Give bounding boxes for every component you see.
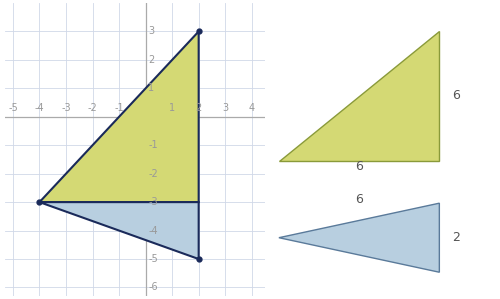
Text: -1: -1 — [148, 140, 158, 150]
Text: 2: 2 — [452, 231, 460, 244]
Polygon shape — [40, 31, 198, 202]
Text: 3: 3 — [222, 103, 228, 112]
Text: 2: 2 — [148, 55, 154, 65]
Polygon shape — [279, 203, 440, 272]
Text: -4: -4 — [34, 103, 44, 112]
Text: -2: -2 — [88, 103, 98, 112]
Text: -3: -3 — [148, 197, 158, 207]
Text: -1: -1 — [114, 103, 124, 112]
Polygon shape — [40, 202, 198, 259]
Text: -5: -5 — [8, 103, 18, 112]
Text: 1: 1 — [148, 83, 154, 93]
Text: 6: 6 — [355, 161, 363, 173]
Text: 1: 1 — [169, 103, 175, 112]
Text: -2: -2 — [148, 169, 158, 179]
Text: 6: 6 — [355, 193, 363, 206]
Text: -4: -4 — [148, 225, 158, 236]
Text: -3: -3 — [61, 103, 71, 112]
Text: 3: 3 — [148, 26, 154, 36]
Text: 2: 2 — [196, 103, 202, 112]
Polygon shape — [279, 31, 440, 161]
Text: 6: 6 — [452, 89, 460, 102]
Text: -6: -6 — [148, 283, 158, 292]
Text: 4: 4 — [248, 103, 255, 112]
Text: -5: -5 — [148, 254, 158, 264]
